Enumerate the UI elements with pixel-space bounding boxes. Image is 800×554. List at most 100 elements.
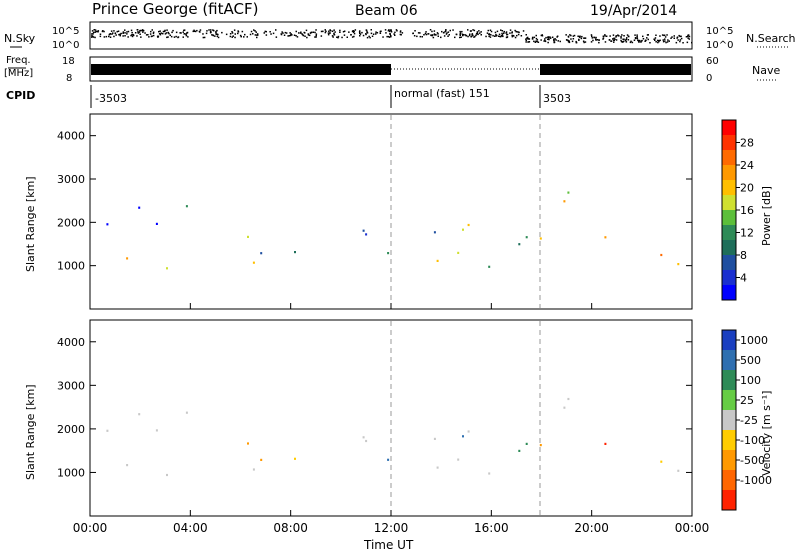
colorbar-tick-label: 16 [740, 204, 754, 217]
nsky-point [535, 37, 538, 40]
colorbar-tick-label: -500 [740, 454, 765, 467]
nsky-point [293, 34, 296, 36]
nsky-point [285, 32, 288, 34]
nsky-point [122, 35, 124, 37]
nsky-point [151, 29, 153, 31]
nsky-point [527, 41, 529, 43]
nsky-point [91, 30, 94, 32]
power-cell [252, 261, 255, 264]
nsky-point [623, 35, 625, 37]
nsky-point [613, 41, 615, 43]
nsky-point [333, 33, 335, 36]
nsky-point [331, 30, 334, 32]
velocity-cell [252, 468, 255, 471]
nsky-point [105, 35, 108, 38]
power-colorbar-label: Power [dB] [760, 186, 773, 246]
nsky-point [630, 40, 632, 43]
nsky-point [375, 31, 377, 33]
nsky-point [461, 30, 463, 33]
colorbar-swatch [722, 210, 736, 226]
nsky-point [237, 32, 239, 35]
power-cell [518, 243, 521, 246]
nsky-point [527, 38, 530, 40]
nsky-point [622, 38, 624, 40]
nsky-point [618, 35, 620, 37]
nsky-point [659, 35, 661, 37]
cpid-label: CPID [6, 89, 35, 102]
nsky-point [325, 30, 327, 33]
nsky-point [548, 38, 550, 41]
nsky-point [437, 33, 439, 35]
nsearch-tick-top: 10^5 [706, 26, 733, 37]
nsky-point [473, 36, 475, 38]
nsky-point [617, 34, 619, 36]
nsky-point [254, 30, 256, 32]
nsky-point [179, 32, 181, 34]
nsky-point [658, 40, 660, 43]
nsky-point [359, 33, 362, 35]
nsky-point [167, 36, 169, 38]
velocity-cell [563, 406, 566, 409]
nsky-point [256, 33, 259, 35]
nsky-point [192, 30, 194, 33]
nsky-point [567, 39, 569, 42]
nsky-point [234, 36, 236, 39]
nsky-point [547, 36, 549, 38]
nsky-point [688, 38, 690, 40]
nsky-point [386, 35, 388, 38]
velocity-cell [467, 430, 470, 433]
nsky-point [275, 36, 278, 38]
nsky-point [353, 35, 355, 38]
colorbar-tick-label: 100 [740, 374, 761, 387]
nsky-point [400, 34, 402, 36]
nsky-point [209, 31, 212, 34]
nsky-point [108, 33, 111, 36]
nsky-point [485, 35, 487, 38]
colorbar-tick-label: 20 [740, 182, 754, 195]
x-tick-label: 04:00 [173, 521, 208, 535]
nsky-point [638, 40, 640, 43]
nsky-point [132, 34, 135, 37]
nsky-point [314, 31, 316, 34]
nsky-point [642, 38, 645, 40]
nsky-point [459, 33, 461, 35]
nsky-point [488, 35, 490, 38]
nsky-point [666, 41, 669, 43]
nsky-point [517, 33, 520, 36]
nsky-point [399, 31, 402, 33]
nsky-point [390, 35, 392, 37]
nsky-point [626, 34, 629, 36]
nsky-point [414, 30, 416, 32]
nsky-tick-top: 10^5 [52, 26, 79, 37]
nsky-point [269, 31, 271, 33]
nsky-point [240, 35, 242, 38]
nsky-point [332, 36, 334, 38]
nsky-point [455, 33, 458, 36]
nsky-point [665, 41, 667, 44]
nsky-point [112, 32, 114, 34]
nsky-point [111, 33, 113, 35]
velocity-cell [488, 472, 491, 475]
velocity-cell [433, 437, 436, 440]
nsky-point [212, 34, 214, 36]
nsky-point [540, 39, 542, 41]
power-cell [365, 233, 368, 236]
nsky-point [469, 30, 472, 32]
nsky-point [489, 29, 492, 31]
nsky-point [489, 33, 491, 36]
colorbar-swatch [722, 350, 736, 371]
nsky-point [352, 31, 355, 33]
nsky-point [591, 35, 593, 38]
nsky-point [272, 32, 275, 35]
nsky-point [551, 36, 554, 38]
nsky-point [164, 33, 167, 35]
nsky-point [299, 32, 302, 34]
nsky-point [144, 32, 146, 34]
nsky-point [388, 29, 390, 31]
nsky-point [646, 37, 648, 39]
nsky-point [535, 40, 537, 42]
nsky-point [339, 31, 341, 33]
nsky-point [208, 29, 210, 31]
nsky-point [243, 36, 245, 38]
nsky-point [567, 36, 570, 38]
